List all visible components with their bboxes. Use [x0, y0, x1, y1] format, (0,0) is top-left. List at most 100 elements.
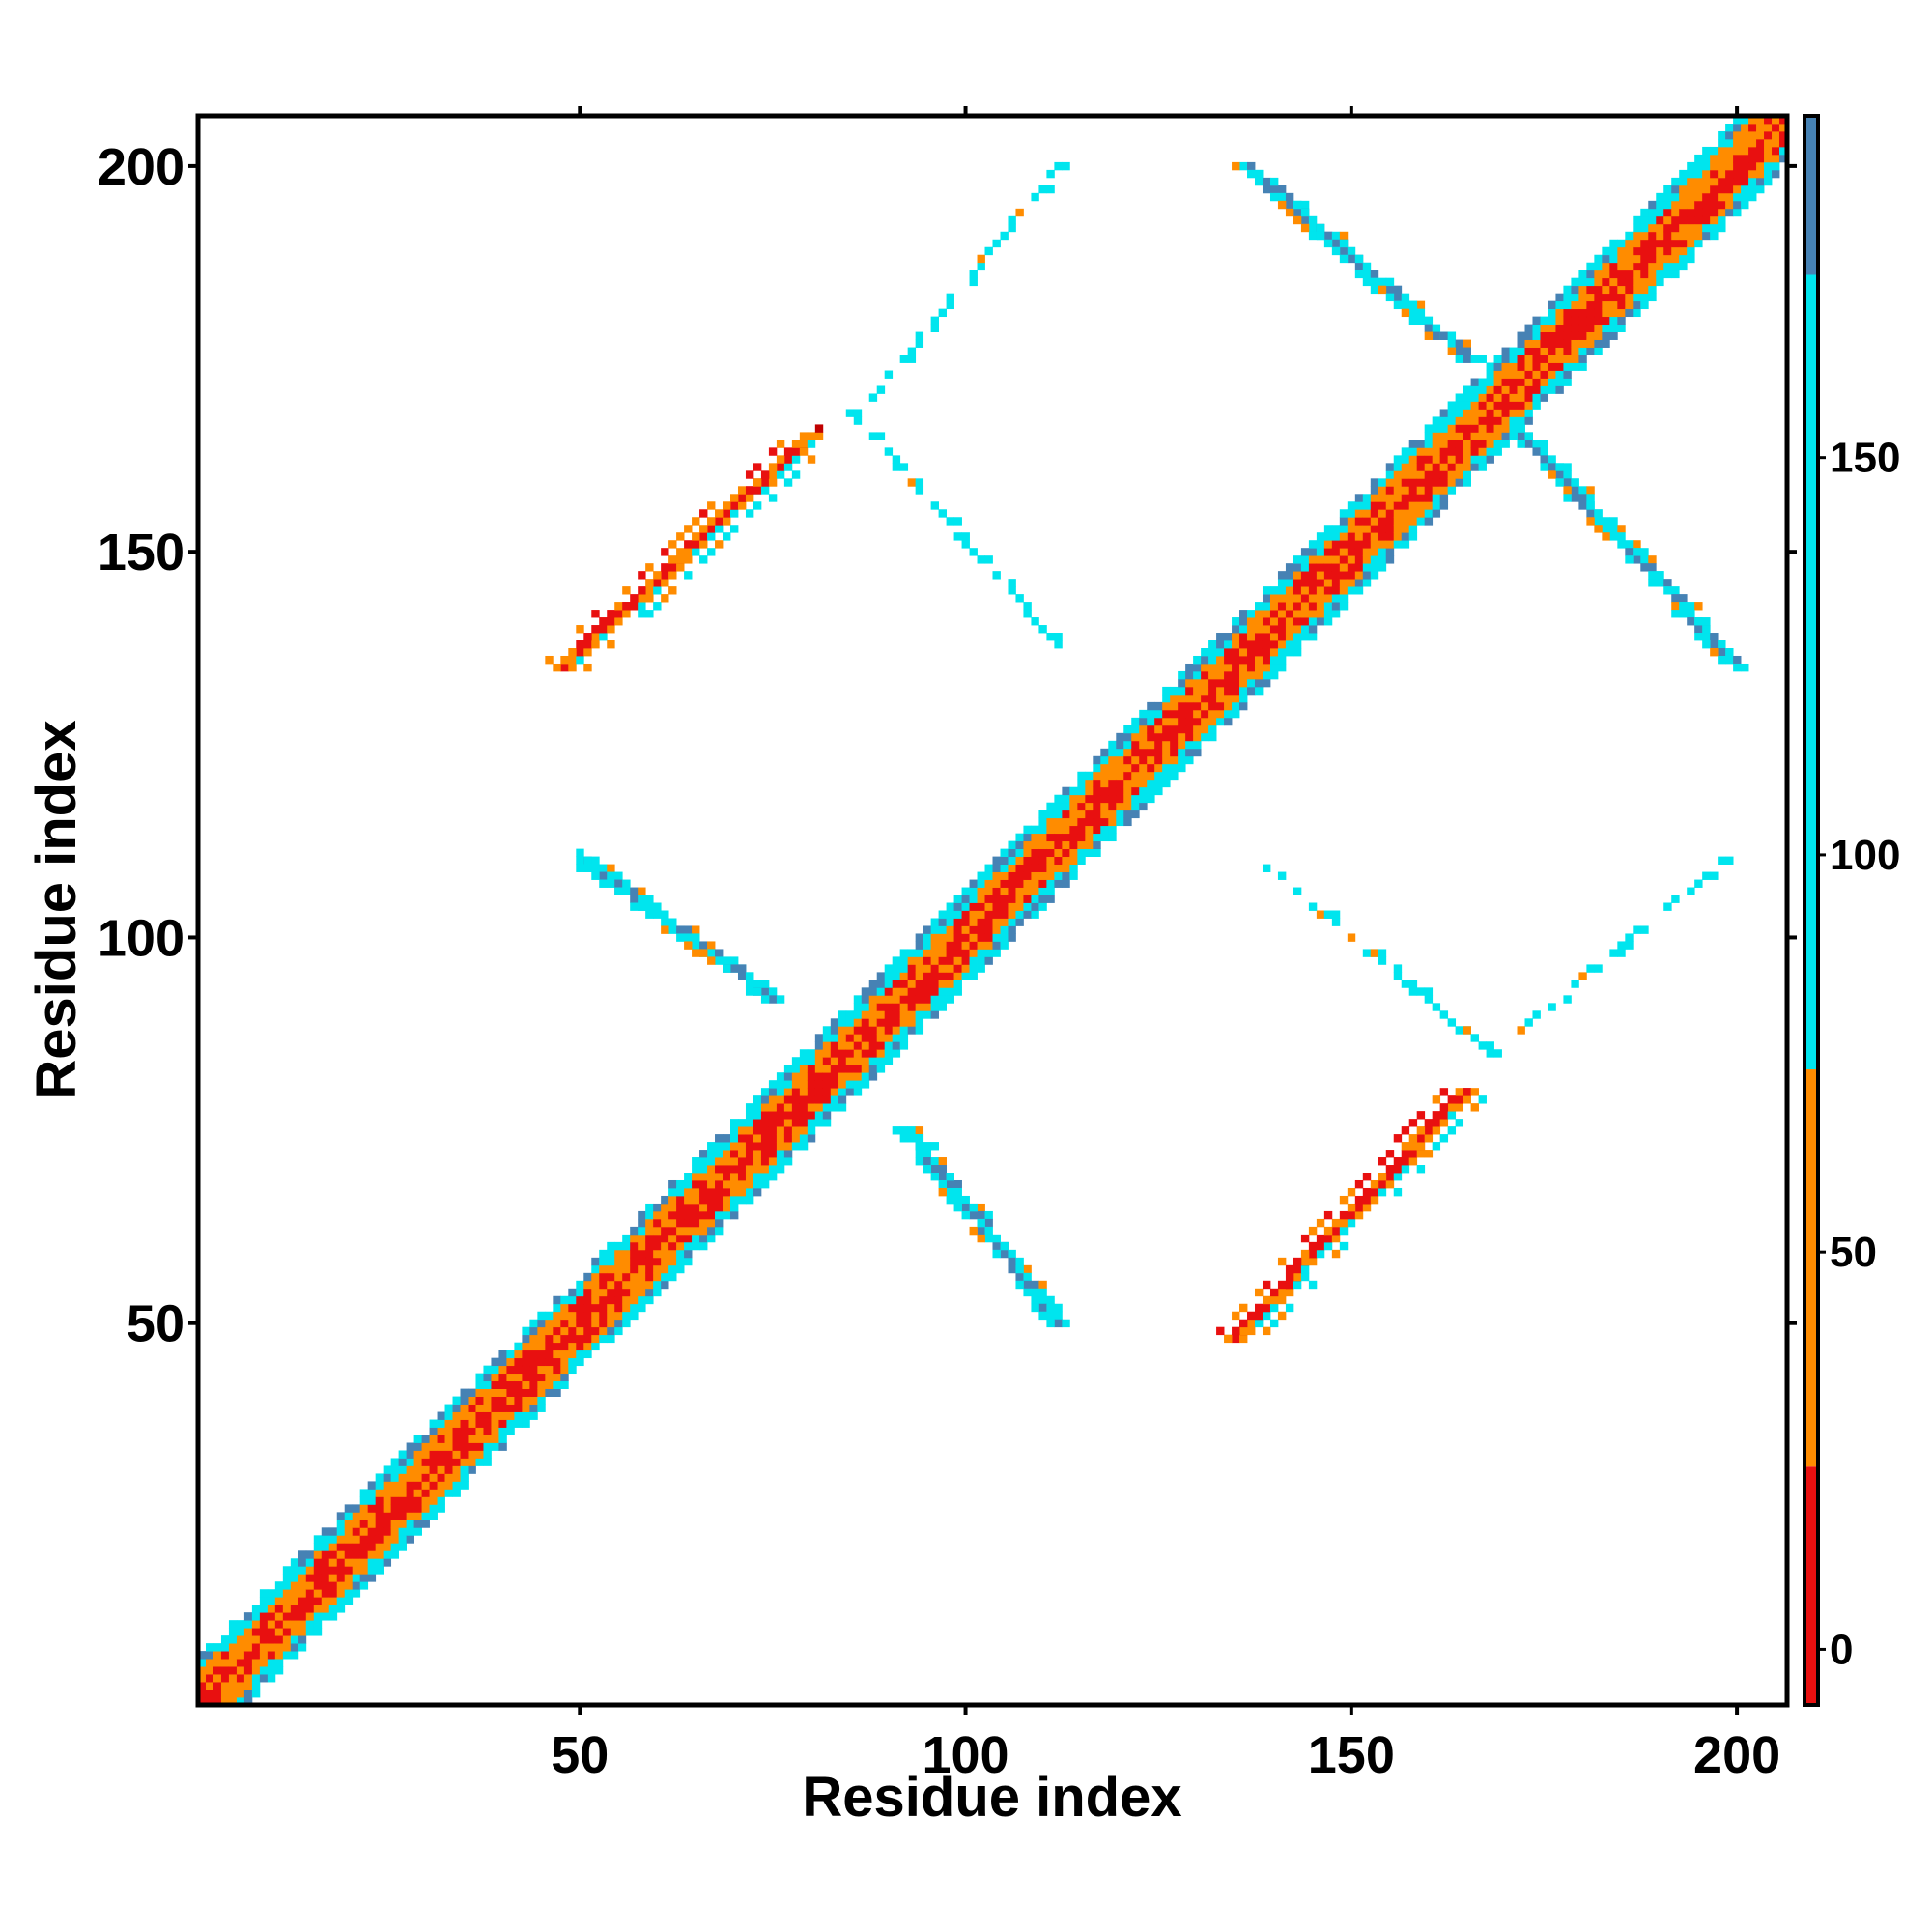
heatmap-cell — [1031, 895, 1039, 903]
heatmap-cell — [545, 655, 554, 665]
heatmap-cell — [583, 1272, 592, 1282]
heatmap-cell — [799, 1119, 809, 1127]
heatmap-cell — [498, 1373, 507, 1382]
heatmap-cell — [1232, 633, 1240, 641]
heatmap-cell — [607, 864, 615, 872]
heatmap-cell — [243, 1659, 253, 1667]
heatmap-cell — [668, 1272, 677, 1282]
heatmap-cell — [1408, 478, 1418, 487]
heatmap-cell — [1085, 802, 1094, 811]
heatmap-cell — [220, 1682, 230, 1690]
heatmap-cell — [437, 1489, 445, 1497]
heatmap-cell — [1323, 231, 1333, 241]
heatmap-cell — [305, 1620, 315, 1629]
heatmap-cell — [1100, 755, 1109, 765]
heatmap-cell — [923, 1142, 932, 1151]
heatmap-cell — [676, 532, 685, 541]
heatmap-cell — [576, 1334, 584, 1344]
y-tick-label: 100 — [98, 909, 185, 967]
heatmap-cell — [1323, 579, 1333, 587]
heatmap-cell — [1439, 1103, 1449, 1112]
heatmap-cell — [321, 1543, 330, 1551]
heatmap-cell — [1293, 571, 1302, 580]
heatmap-cell — [568, 1319, 577, 1328]
heatmap-cell — [406, 1465, 414, 1474]
heatmap-cell — [1772, 116, 1780, 125]
heatmap-cell — [1385, 463, 1395, 471]
heatmap-cell — [1362, 949, 1372, 957]
heatmap-cell — [1563, 331, 1572, 340]
heatmap-cell — [668, 1234, 677, 1243]
heatmap-cell — [692, 1210, 700, 1220]
heatmap-cell — [1178, 724, 1186, 734]
heatmap-cell — [1694, 602, 1703, 611]
heatmap-cell — [1255, 633, 1264, 641]
heatmap-cell — [730, 1179, 739, 1189]
heatmap-cell — [1447, 339, 1457, 348]
heatmap-cell — [1170, 732, 1179, 742]
heatmap-cell — [799, 1134, 809, 1143]
heatmap-cell — [1354, 509, 1364, 518]
heatmap-cell — [290, 1589, 299, 1598]
heatmap-cell — [653, 1241, 662, 1251]
heatmap-cell — [776, 1088, 785, 1096]
heatmap-cell — [699, 1187, 708, 1197]
heatmap-cell — [1054, 161, 1063, 171]
heatmap-cell — [1323, 532, 1333, 541]
heatmap-cell — [383, 1465, 392, 1474]
heatmap-cell — [1354, 1179, 1364, 1189]
heatmap-cell — [367, 1520, 377, 1528]
heatmap-cell — [1563, 324, 1572, 332]
heatmap-cell — [444, 1489, 453, 1497]
heatmap-cell — [444, 1419, 453, 1428]
heatmap-cell — [953, 987, 962, 996]
heatmap-cell — [953, 895, 962, 903]
heatmap-cell — [491, 1411, 499, 1420]
heatmap-cell — [282, 1651, 292, 1660]
heatmap-cell — [668, 1249, 677, 1259]
heatmap-cell — [638, 1226, 646, 1236]
heatmap-cell — [1247, 663, 1256, 672]
heatmap-cell — [491, 1435, 499, 1443]
heatmap-cell — [1347, 532, 1356, 541]
heatmap-cell — [1385, 509, 1395, 518]
heatmap-cell — [1393, 486, 1403, 495]
heatmap-cell — [259, 1666, 269, 1675]
heatmap-cell — [1331, 246, 1341, 256]
heatmap-cell — [715, 1187, 724, 1197]
heatmap-cell — [923, 972, 932, 980]
plot-frame — [195, 113, 1790, 1708]
heatmap-cell — [1316, 610, 1325, 618]
heatmap-cell — [1748, 138, 1757, 148]
heatmap-cell — [1571, 980, 1579, 988]
heatmap-cell — [1038, 1311, 1047, 1321]
heatmap-cell — [1193, 748, 1202, 757]
heatmap-cell — [1408, 308, 1418, 318]
heatmap-cell — [1718, 648, 1726, 657]
heatmap-cell — [692, 548, 700, 556]
heatmap-cell — [799, 1126, 809, 1135]
heatmap-cell — [845, 1072, 855, 1081]
heatmap-cell — [498, 1442, 507, 1451]
heatmap-cell — [607, 1249, 615, 1259]
heatmap-cell — [1663, 231, 1672, 241]
heatmap-cell — [1269, 610, 1279, 618]
heatmap-cell — [1008, 887, 1016, 895]
heatmap-cell — [1300, 586, 1310, 595]
heatmap-cell — [1285, 563, 1294, 572]
heatmap-cell — [861, 1065, 870, 1073]
heatmap-cell — [783, 1072, 793, 1081]
heatmap-cell — [1208, 694, 1217, 703]
heatmap-cell — [661, 579, 669, 587]
heatmap-cell — [591, 871, 600, 880]
heatmap-cell — [715, 956, 724, 965]
heatmap-cell — [1046, 1319, 1055, 1328]
heatmap-cell — [1116, 755, 1124, 765]
heatmap-cell — [1463, 385, 1471, 394]
heatmap-cell — [1100, 810, 1109, 819]
heatmap-cell — [915, 1010, 924, 1019]
heatmap-cell — [1239, 633, 1248, 641]
heatmap-cell — [251, 1612, 261, 1621]
heatmap-cell — [375, 1543, 384, 1551]
heatmap-cell — [1702, 633, 1711, 641]
